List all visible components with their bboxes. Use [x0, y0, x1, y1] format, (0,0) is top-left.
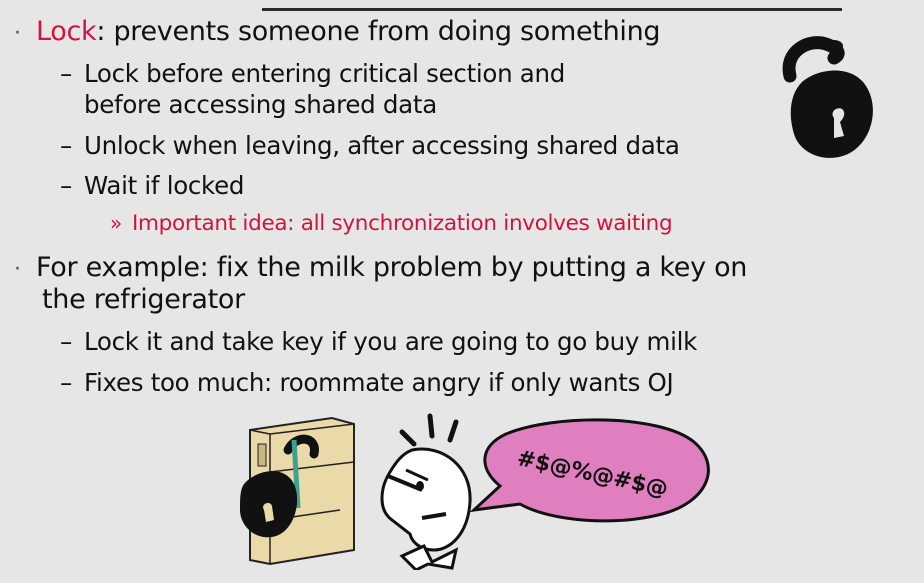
important-idea-text: Important idea: all synchronization invo…	[132, 211, 673, 236]
padlock-icon	[782, 36, 873, 158]
sub-bullet-text: Fixes too much: roommate angry if only w…	[84, 368, 674, 397]
lock-term: Lock	[36, 16, 97, 47]
speech-bubble-shape	[469, 418, 710, 523]
dash-marker: –	[60, 131, 72, 160]
sub-bullet-text: Unlock when leaving, after accessing sha…	[84, 131, 680, 160]
lock-definition: : prevents someone from doing something	[96, 16, 661, 47]
bullet-example-continuation: the refrigerator	[42, 284, 245, 315]
example-text: For example: fix the milk problem by put…	[36, 252, 748, 283]
important-idea: » Important idea: all synchronization inv…	[110, 211, 673, 236]
dash-marker: –	[60, 59, 72, 88]
dash-marker: –	[60, 327, 72, 356]
raquo-marker: »	[110, 211, 122, 235]
bullet-example: · For example: fix the milk problem by pu…	[14, 252, 747, 283]
sub-bullet-unlock: – Unlock when leaving, after accessing sh…	[60, 131, 680, 160]
sub-bullet-text: before accessing shared data	[84, 90, 437, 119]
top-rule	[262, 8, 842, 11]
dash-marker: –	[60, 368, 72, 397]
sub-bullet-lock-before: – Lock before entering critical section a…	[60, 59, 565, 88]
sub-bullet-fixes-too-much: – Fixes too much: roommate angry if only …	[60, 368, 674, 397]
dash-marker: –	[60, 171, 72, 200]
refrigerator-icon	[240, 416, 355, 566]
bullet-marker: ·	[14, 21, 21, 46]
bullet-marker: ·	[14, 257, 21, 282]
sub-bullet-text: Wait if locked	[84, 171, 245, 200]
bullet-lock: · Lock: prevents someone from doing somet…	[14, 16, 661, 47]
sub-bullet-text: Lock before entering critical section an…	[84, 59, 565, 88]
example-text: the refrigerator	[42, 284, 245, 315]
sub-bullet-text: Lock it and take key if you are going to…	[84, 327, 698, 356]
sub-bullet-wait: – Wait if locked	[60, 171, 244, 200]
sub-bullet-lock-it: – Lock it and take key if you are going t…	[60, 327, 697, 356]
sub-bullet-continuation: before accessing shared data	[84, 90, 437, 119]
angry-face-icon	[380, 413, 472, 570]
